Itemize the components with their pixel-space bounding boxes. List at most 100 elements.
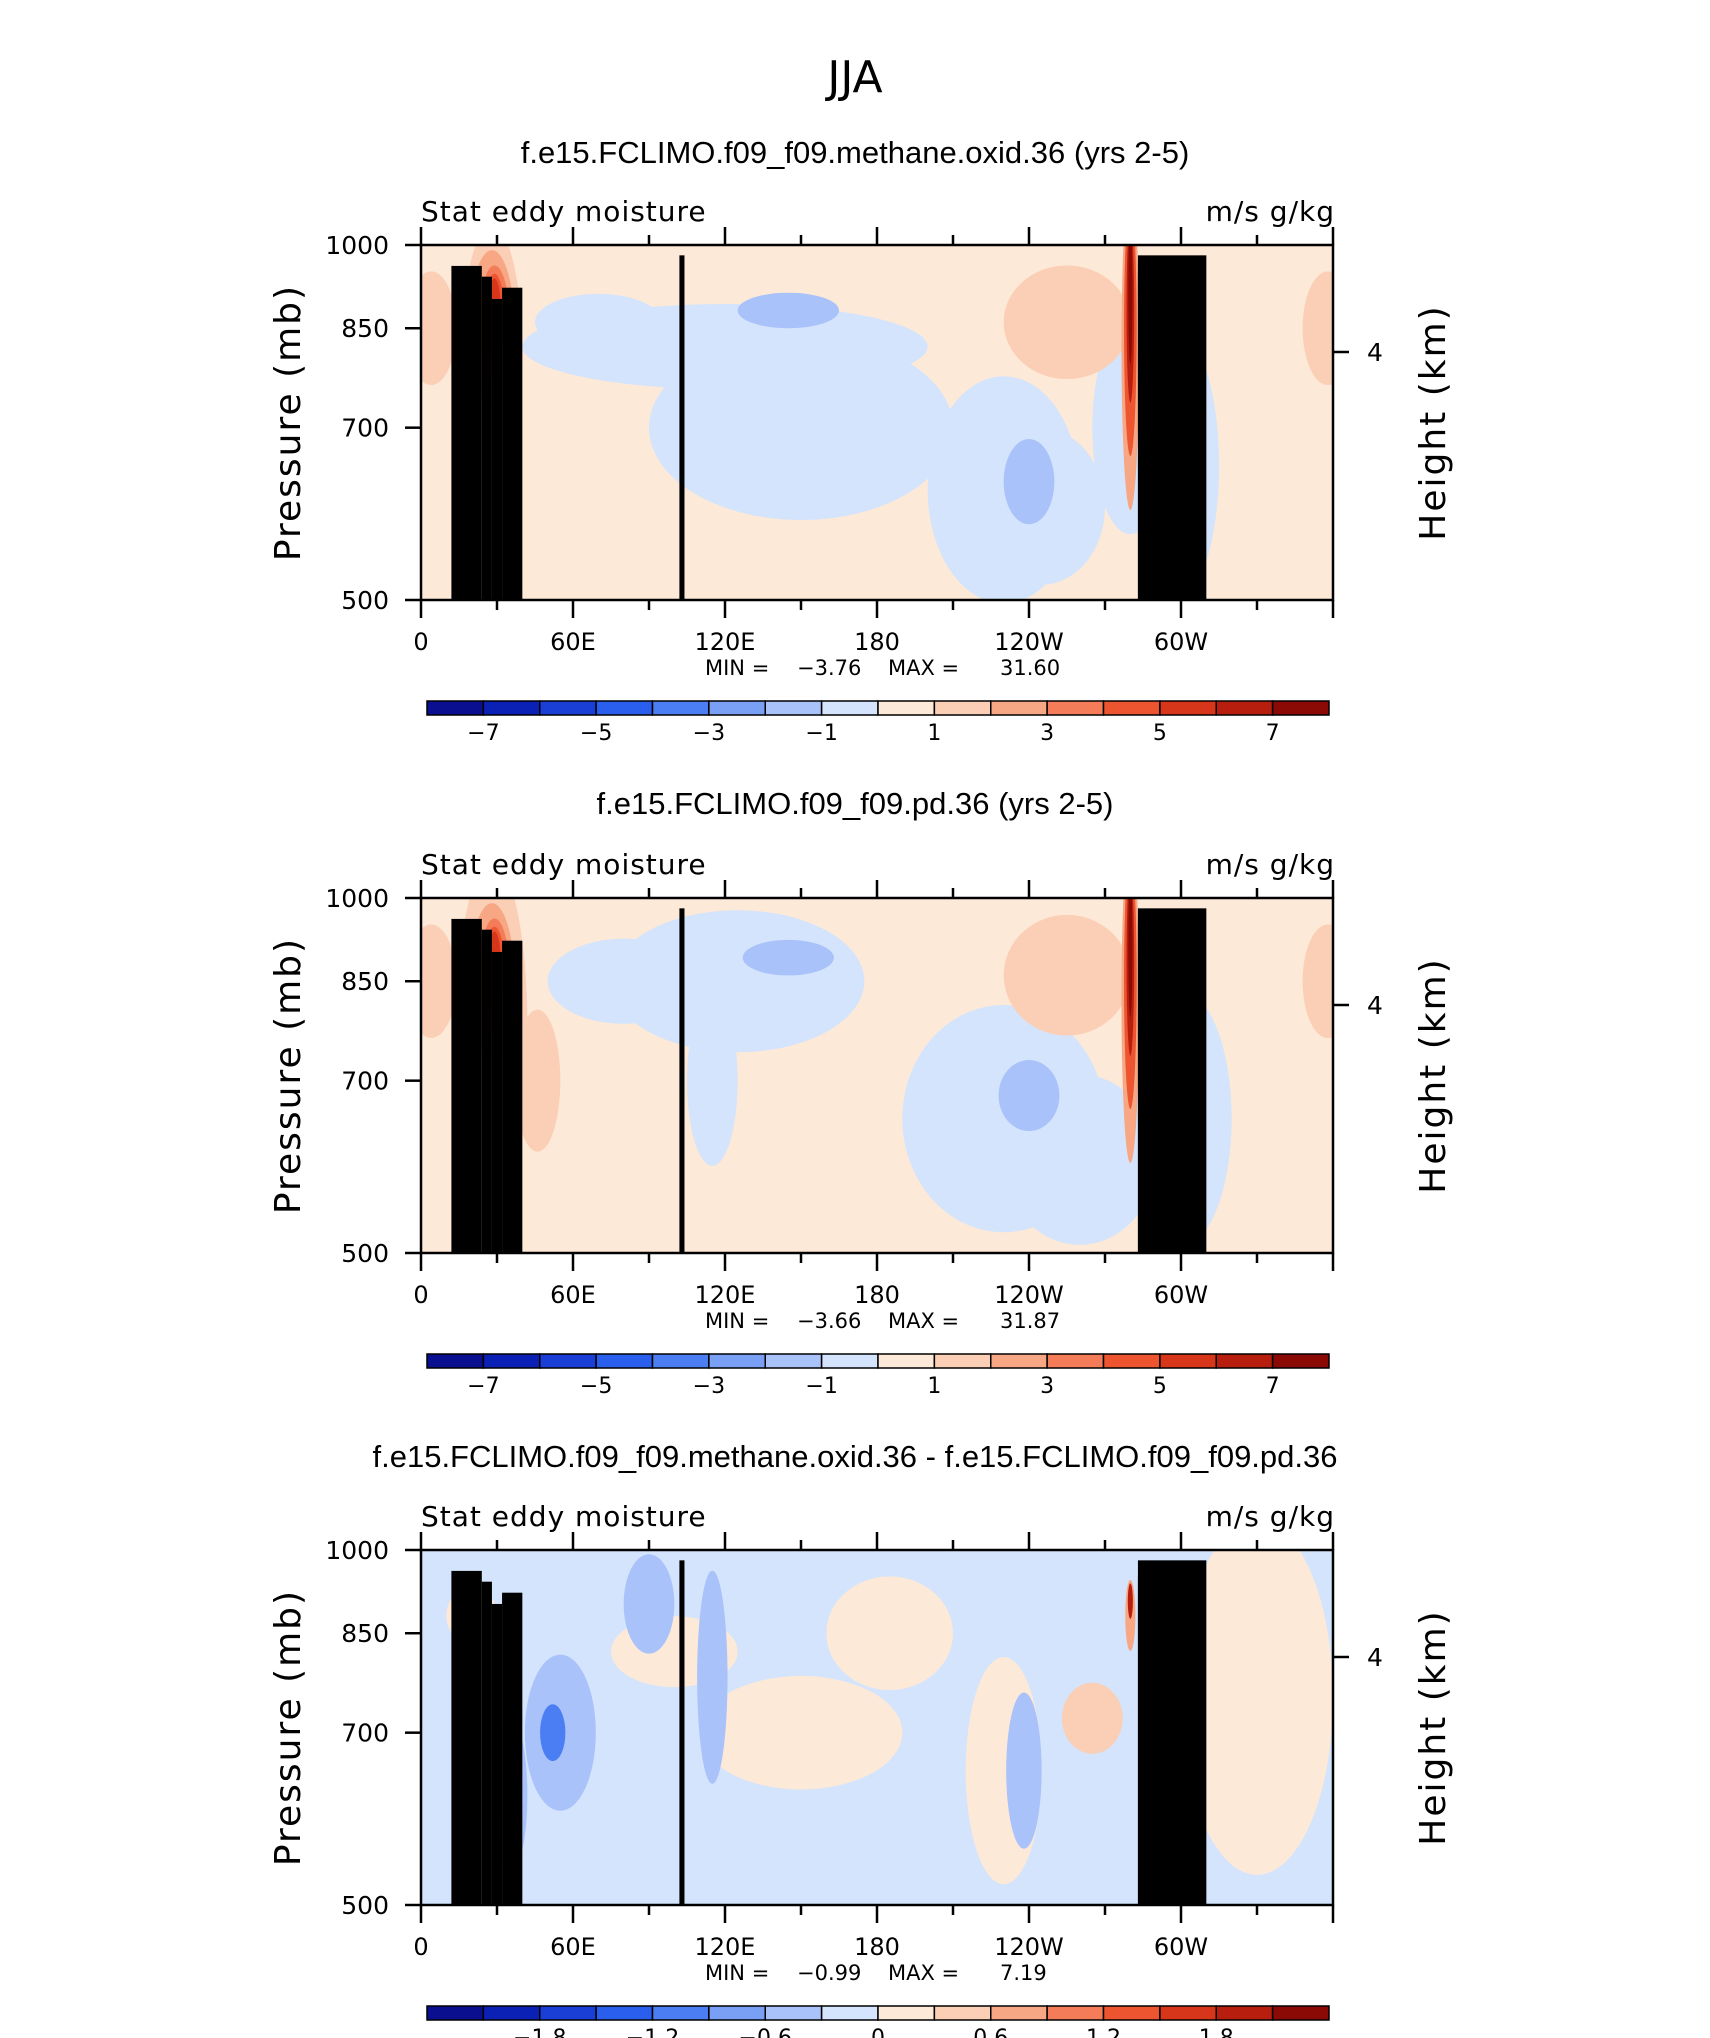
- topography-mask: [1137, 255, 1207, 600]
- colorbar-box: [426, 1353, 485, 1369]
- colorbar-label: −5: [580, 721, 612, 746]
- contour-region: [611, 910, 865, 1053]
- colorbar-label: −0.6: [739, 2026, 792, 2038]
- max-value: 31.60: [1000, 656, 1060, 680]
- colorbar-box: [1102, 700, 1161, 716]
- colorbar-label: −1: [805, 721, 837, 746]
- colorbar-box: [877, 1353, 936, 1369]
- topography-mask: [491, 951, 503, 1253]
- y-tick-label: 850: [341, 314, 389, 343]
- contour-region: [540, 1704, 566, 1762]
- panel-title: f.e15.FCLIMO.f09_f09.methane.oxid.36 (yr…: [521, 135, 1190, 170]
- y-axis-title: Pressure (mb): [268, 284, 309, 561]
- colorbar-box: [482, 1353, 541, 1369]
- contour-region: [623, 1554, 675, 1654]
- contour-region: [1006, 1692, 1042, 1849]
- colorbar-box: [764, 700, 823, 716]
- contour-region: [1003, 265, 1131, 380]
- contour-region: [1128, 898, 1133, 1018]
- x-tick-label: 120E: [695, 1281, 756, 1309]
- topography-mask: [451, 265, 482, 600]
- colorbar-label: 1.2: [1086, 2026, 1121, 2038]
- field-label: Stat eddy moisture: [421, 195, 707, 228]
- right-tick-label: 4: [1367, 338, 1383, 367]
- x-tick-label: 0: [413, 628, 428, 656]
- colorbar-box: [1159, 1353, 1217, 1369]
- contour-region: [535, 293, 662, 351]
- contour-field: [421, 898, 1333, 1253]
- colorbar-label: 7: [1266, 721, 1280, 746]
- contour-region: [998, 1060, 1060, 1132]
- colorbar-box: [708, 1353, 766, 1369]
- colorbar-label: −7: [467, 721, 499, 746]
- contour-region: [514, 1009, 561, 1152]
- colorbar-box: [1102, 1353, 1161, 1369]
- field-label: Stat eddy moisture: [421, 1500, 707, 1533]
- y-axis-title: Pressure (mb): [268, 1589, 309, 1866]
- contour-region: [1302, 924, 1333, 1039]
- panel-title: f.e15.FCLIMO.f09_f09.methane.oxid.36 - f…: [373, 1439, 1338, 1474]
- colorbar-box: [877, 700, 936, 716]
- topography-mask: [1137, 908, 1207, 1253]
- topography-mask: [491, 1603, 503, 1905]
- x-tick-label: 60E: [550, 1281, 596, 1309]
- y-axis-right-title: Height (km): [1413, 957, 1454, 1193]
- colorbar-box: [1215, 700, 1274, 716]
- colorbar-box: [1271, 700, 1330, 716]
- y-tick-label: 700: [341, 1067, 389, 1096]
- topography-mask: [1137, 1560, 1207, 1905]
- colorbar-label: 3: [1040, 721, 1054, 746]
- colorbar-box: [764, 2005, 823, 2021]
- x-tick-label: 60W: [1154, 1281, 1208, 1309]
- colorbar-label: 7: [1266, 1374, 1280, 1399]
- x-tick-label: 120W: [994, 1281, 1064, 1309]
- contour-region: [1127, 1583, 1133, 1619]
- colorbar-box: [990, 1353, 1048, 1369]
- colorbar-box: [820, 2005, 879, 2021]
- contour-region: [697, 1570, 728, 1784]
- colorbar-box: [539, 700, 597, 716]
- units-label: m/s g/kg: [1206, 195, 1335, 228]
- contour-region: [1181, 1550, 1333, 1875]
- topography-mask: [502, 940, 523, 1253]
- colorbar-label: −5: [580, 1374, 612, 1399]
- y-tick-label: 1000: [325, 231, 389, 260]
- colorbar-box: [1102, 2005, 1161, 2021]
- y-tick-label: 700: [341, 414, 389, 443]
- colorbar-box: [820, 1353, 879, 1369]
- contour-field: [421, 1550, 1333, 1905]
- colorbar-box: [651, 700, 710, 716]
- topography-mask: [451, 1570, 482, 1905]
- colorbar: −7 −5 −3 −1 1 3 5 7: [426, 700, 1330, 746]
- colorbar-label: −3: [693, 721, 725, 746]
- contour-region: [687, 995, 738, 1166]
- contour-region: [1003, 914, 1131, 1036]
- colorbar-box: [595, 700, 654, 716]
- x-tick-label: 60E: [550, 628, 596, 656]
- contour-region: [737, 292, 839, 329]
- colorbar-label: −7: [467, 1374, 499, 1399]
- min-label: MIN =: [705, 656, 769, 680]
- colorbar-label: 1.8: [1199, 2026, 1234, 2038]
- colorbar-box: [708, 700, 766, 716]
- y-axis-right-title: Height (km): [1413, 304, 1454, 540]
- colorbar-label: 5: [1153, 721, 1167, 746]
- colorbar-box: [426, 700, 485, 716]
- topography-mask: [679, 1560, 685, 1905]
- colorbar-box: [708, 2005, 766, 2021]
- x-tick-label: 60E: [550, 1933, 596, 1961]
- max-label: MAX =: [888, 1309, 959, 1333]
- colorbar-label: 1: [927, 1374, 941, 1399]
- colorbar-box: [764, 1353, 823, 1369]
- x-tick-label: 180: [854, 1933, 900, 1961]
- x-tick-label: 60W: [1154, 628, 1208, 656]
- colorbar-box: [820, 700, 879, 716]
- contour-field: [421, 245, 1333, 600]
- y-tick-label: 850: [341, 967, 389, 996]
- y-tick-label: 500: [341, 1891, 389, 1920]
- x-tick-label: 120E: [695, 1933, 756, 1961]
- panel-2: f.e15.FCLIMO.f09_f09.pd.36 (yrs 2-5) Stat…: [268, 786, 1454, 1399]
- colorbar-label: 5: [1153, 1374, 1167, 1399]
- topography-mask: [481, 929, 492, 1253]
- x-tick-label: 60W: [1154, 1933, 1208, 1961]
